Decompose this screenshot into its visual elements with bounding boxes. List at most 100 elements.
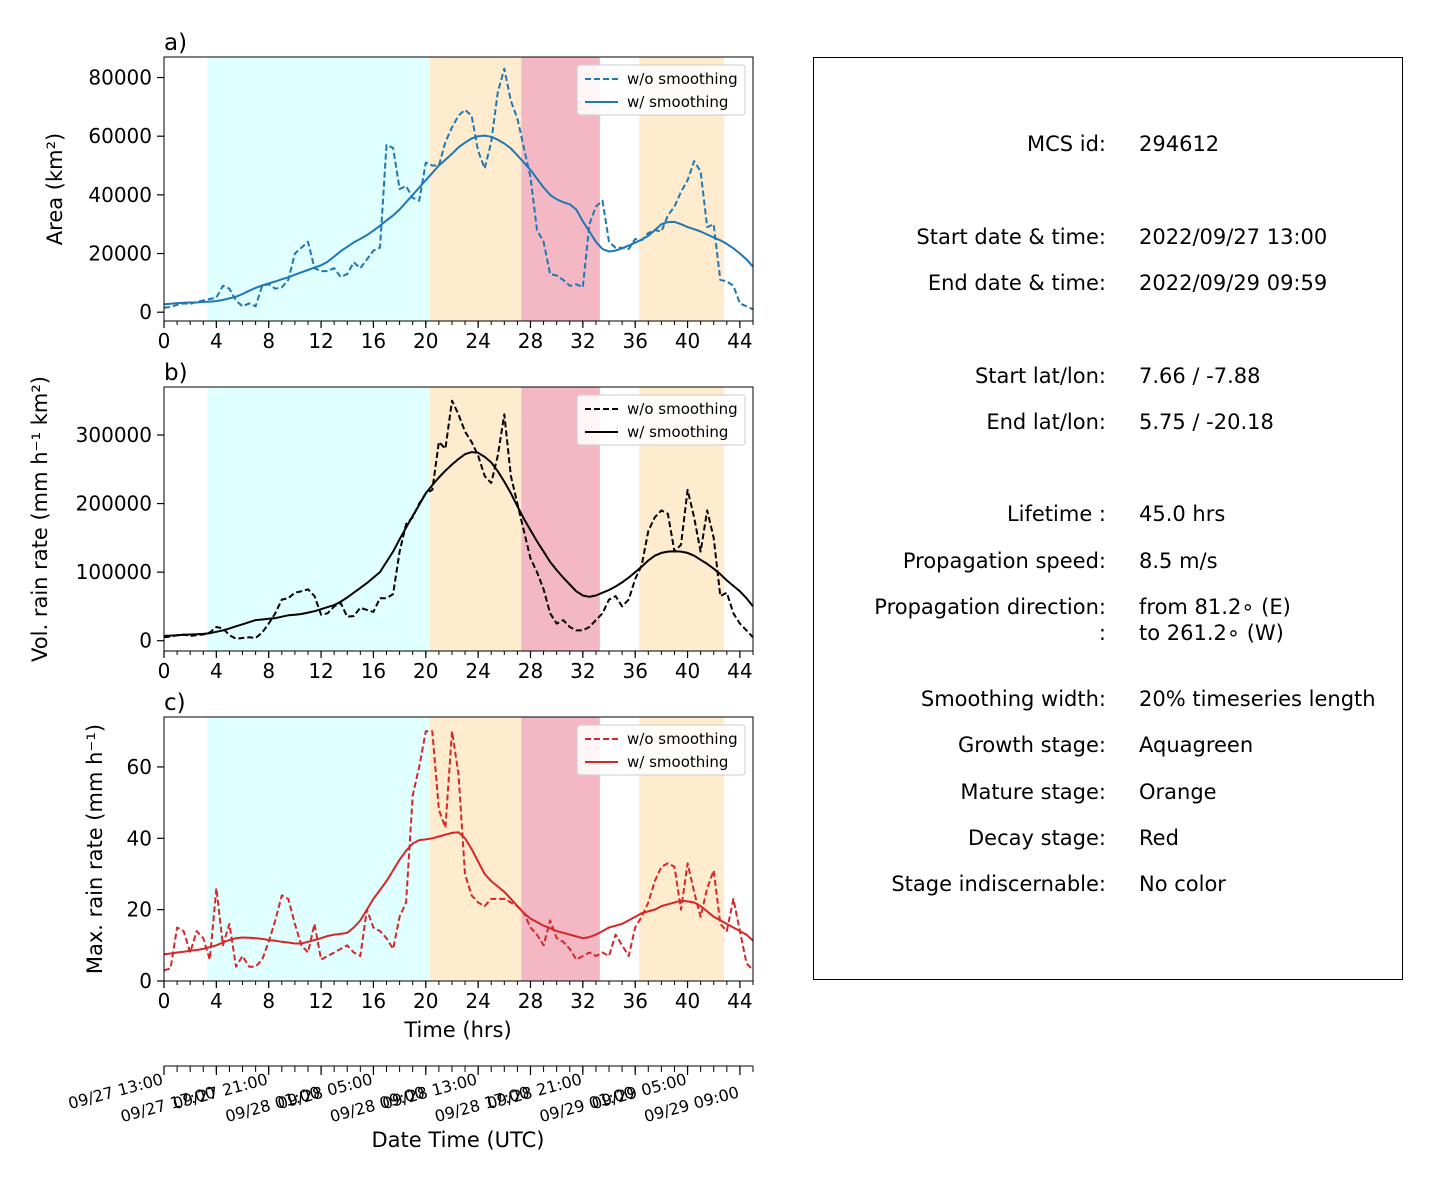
stage-mature-band (429, 57, 522, 321)
x-tick-label: 40 (675, 329, 700, 353)
x-tick-label: 20 (413, 329, 438, 353)
info-value: 2022/09/29 09:59 (1139, 271, 1328, 295)
panel-label: c) (164, 690, 186, 716)
legend-label: w/o smoothing (627, 400, 738, 418)
info-label: Decay stage: (968, 826, 1106, 850)
axes-frame (163, 56, 754, 322)
x-tick-label: 24 (465, 329, 490, 353)
info-value: Orange (1139, 780, 1217, 804)
x-tick-label: 28 (518, 659, 543, 683)
legend: w/o smoothing w/ smoothing (576, 64, 746, 116)
x-axis-label-datetime: Date Time (UTC) (372, 1128, 545, 1152)
series-raw-line (163, 730, 754, 972)
y-tick-label: 20000 (88, 242, 152, 266)
x-tick-label: 12 (308, 659, 333, 683)
axes-frame (163, 716, 754, 982)
x-tick-label: 28 (518, 989, 543, 1013)
x-tick-label: 32 (570, 989, 595, 1013)
info-label: Growth stage: (957, 733, 1106, 757)
y-axis-label: Vol. rain rate (mm h⁻¹ km²) (28, 376, 52, 662)
x-tick-label: 20 (413, 659, 438, 683)
x-tick-label: 8 (262, 329, 275, 353)
x-tick-label: 40 (675, 659, 700, 683)
x-tick-label: 44 (727, 659, 752, 683)
info-value: 45.0 hrs (1139, 502, 1226, 526)
legend-label: w/ smoothing (627, 93, 728, 111)
x-tick-label: 36 (622, 659, 647, 683)
y-tick-label: 0 (139, 300, 152, 324)
legend: w/o smoothing w/ smoothing (576, 724, 746, 776)
x-tick-label: 8 (262, 989, 275, 1013)
legend-box (576, 724, 746, 776)
x-tick-label: 36 (622, 329, 647, 353)
info-label: End date & time: (927, 271, 1106, 295)
x-tick-label: 16 (361, 329, 386, 353)
x-tick-label: 24 (465, 659, 490, 683)
x-tick-label: 4 (210, 989, 223, 1013)
info-label: Propagation direction: (874, 595, 1106, 619)
info-panel: MCS id: 294612 Start date & time: 2022/09/2… (813, 57, 1403, 980)
info-label: MCS id: (1026, 132, 1106, 156)
x-tick-label: 0 (158, 329, 171, 353)
info-label: : (1098, 621, 1106, 645)
y-axis-label: Max. rain rate (mm h⁻¹) (83, 724, 107, 974)
info-value: 20% timeseries length (1139, 687, 1376, 711)
y-tick-label: 0 (139, 629, 152, 653)
y-tick-label: 80000 (88, 66, 152, 90)
panel-c: 0 4 8 12 16 20 24 28 32 36 40 44 0 20 40 60 c) Max. rain … (83, 690, 754, 1013)
x-tick-label: 12 (308, 329, 333, 353)
info-value: No color (1139, 872, 1226, 896)
x-tick-label: 28 (518, 329, 543, 353)
info-label: Lifetime : (1006, 502, 1106, 526)
x-tick-label: 4 (210, 659, 223, 683)
panel-b: 0 4 8 12 16 20 24 28 32 36 40 44 0 100000 200000 300000… (28, 360, 754, 683)
x-tick-label: 44 (727, 989, 752, 1013)
y-tick-label: 20 (127, 898, 152, 922)
y-tick-label: 200000 (76, 492, 152, 516)
x-tick-label: 40 (675, 989, 700, 1013)
series-raw-line (163, 399, 754, 640)
y-tick-label: 300000 (76, 423, 152, 447)
series-smoothed-line (163, 134, 754, 306)
stage-growth-band (207, 387, 430, 651)
info-label: Smoothing width: (920, 687, 1106, 711)
panel-label: a) (164, 30, 187, 56)
stage-mature-band (429, 387, 522, 651)
stage-growth-band (207, 717, 430, 981)
info-value: 2022/09/27 13:00 (1139, 225, 1328, 249)
legend: w/o smoothing w/ smoothing (576, 394, 746, 446)
info-value: 5.75 / -20.18 (1139, 410, 1274, 434)
x-tick-label: 16 (361, 659, 386, 683)
info-value: from 81.2∘ (E) (1139, 595, 1291, 619)
y-tick-label: 40000 (88, 183, 152, 207)
y-tick-label: 40 (127, 826, 152, 850)
info-label: End lat/lon: (986, 410, 1106, 434)
x-tick-label: 32 (570, 659, 595, 683)
x-axis-label-time: Time (hrs) (403, 1018, 511, 1042)
info-label: Start lat/lon: (974, 364, 1106, 388)
x-tick-label: 12 (308, 989, 333, 1013)
y-tick-label: 0 (139, 969, 152, 993)
x-tick-label: 8 (262, 659, 275, 683)
axes-frame (163, 386, 754, 652)
info-label: Stage indiscernable: (891, 872, 1106, 896)
series-smoothed-line (163, 451, 754, 637)
info-value: 8.5 m/s (1139, 549, 1218, 573)
legend-label: w/ smoothing (627, 753, 728, 771)
info-value: 294612 (1139, 132, 1220, 156)
panel-a: 0 4 8 12 16 20 24 28 32 36 40 44 0 20000 40000 60000 800… (43, 30, 754, 353)
y-axis-label: Area (km²) (43, 133, 67, 245)
x-tick-label: 44 (727, 329, 752, 353)
y-tick-label: 100000 (76, 560, 152, 584)
legend-box (576, 64, 746, 116)
x-tick-label: 4 (210, 329, 223, 353)
x-tick-label: 24 (465, 989, 490, 1013)
legend-box (576, 394, 746, 446)
legend-label: w/ smoothing (627, 423, 728, 441)
x-tick-label: 36 (622, 989, 647, 1013)
y-tick-label: 60 (127, 755, 152, 779)
stage-growth-band (207, 57, 430, 321)
legend-label: w/o smoothing (627, 70, 738, 88)
